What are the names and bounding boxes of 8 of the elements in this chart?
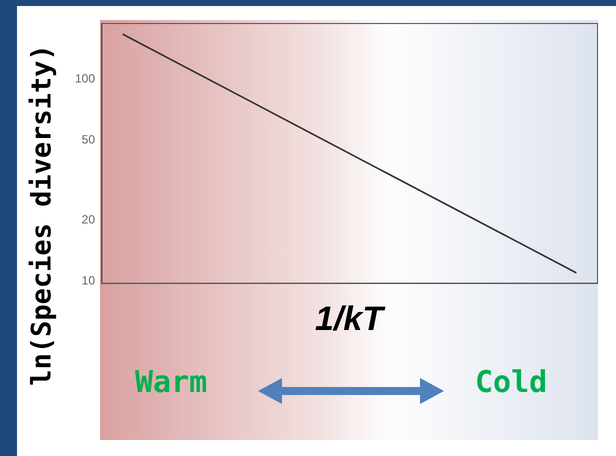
y-tick-label: 10 — [82, 274, 96, 288]
x-axis-title: 1/kT — [314, 300, 386, 339]
y-tick-label: 50 — [82, 132, 96, 146]
text: Warm — [135, 365, 208, 400]
y-tick-label: 100 — [74, 71, 96, 86]
text: Cold — [475, 365, 548, 400]
y-tick-label: 20 — [82, 212, 96, 227]
y-axis-title: ln(Species diversity) — [26, 44, 58, 386]
